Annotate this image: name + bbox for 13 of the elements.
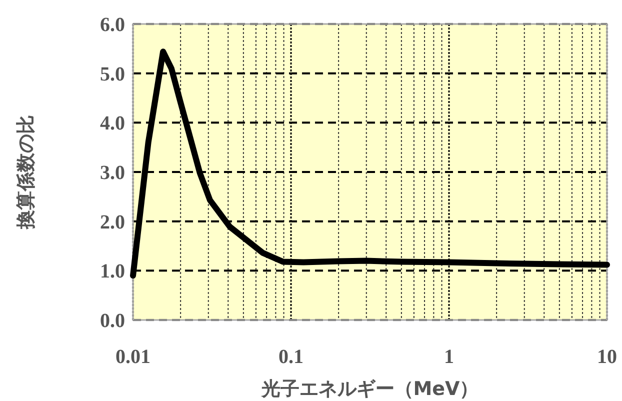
y-tick-label: 3.0 (100, 162, 125, 184)
x-tick-label: 0.1 (278, 346, 304, 368)
y-axis-title: 換算係数の比 (15, 115, 37, 230)
x-axis-title: 光子エネルギー（MeV） (260, 378, 479, 400)
y-tick-label: 6.0 (100, 14, 125, 36)
y-tick-label: 4.0 (100, 112, 125, 135)
x-tick-label: 10 (597, 346, 617, 368)
y-tick-label: 1.0 (100, 260, 125, 283)
y-tick-label: 0.0 (100, 310, 125, 332)
x-tick-label: 1 (444, 346, 454, 368)
y-tick-label: 2.0 (100, 211, 125, 234)
x-tick-label: 0.01 (116, 346, 150, 368)
y-tick-label: 5.0 (100, 63, 125, 86)
